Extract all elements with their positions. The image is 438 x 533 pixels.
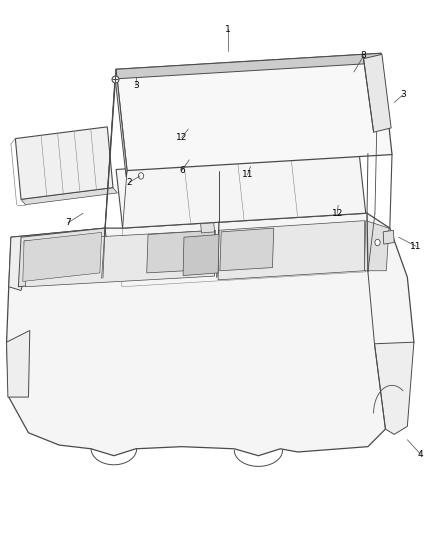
Polygon shape — [23, 232, 102, 281]
Text: 3: 3 — [133, 81, 139, 90]
Polygon shape — [7, 213, 414, 456]
Text: 1: 1 — [225, 25, 231, 34]
Polygon shape — [18, 228, 105, 287]
Text: 6: 6 — [179, 166, 185, 175]
Polygon shape — [15, 127, 113, 199]
Text: 12: 12 — [332, 209, 343, 217]
Polygon shape — [116, 53, 392, 171]
Polygon shape — [374, 342, 414, 434]
Polygon shape — [201, 223, 215, 233]
Text: 11: 11 — [410, 242, 422, 251]
Polygon shape — [383, 230, 394, 244]
Circle shape — [375, 239, 380, 246]
Text: 7: 7 — [65, 219, 71, 227]
Polygon shape — [220, 228, 274, 271]
Polygon shape — [24, 230, 215, 287]
Text: 8: 8 — [360, 52, 367, 60]
Polygon shape — [218, 221, 364, 280]
Text: 3: 3 — [400, 91, 406, 99]
Polygon shape — [147, 230, 215, 273]
Polygon shape — [21, 188, 117, 205]
Polygon shape — [364, 221, 389, 271]
Polygon shape — [364, 54, 391, 132]
Text: 2: 2 — [127, 178, 132, 187]
Polygon shape — [115, 69, 127, 177]
Polygon shape — [116, 154, 366, 228]
Polygon shape — [183, 235, 219, 276]
Circle shape — [138, 173, 144, 179]
Text: 12: 12 — [176, 133, 187, 142]
Polygon shape — [7, 330, 30, 397]
Text: 4: 4 — [418, 450, 423, 458]
Text: 11: 11 — [242, 171, 253, 179]
Polygon shape — [9, 228, 107, 290]
Polygon shape — [115, 53, 381, 79]
